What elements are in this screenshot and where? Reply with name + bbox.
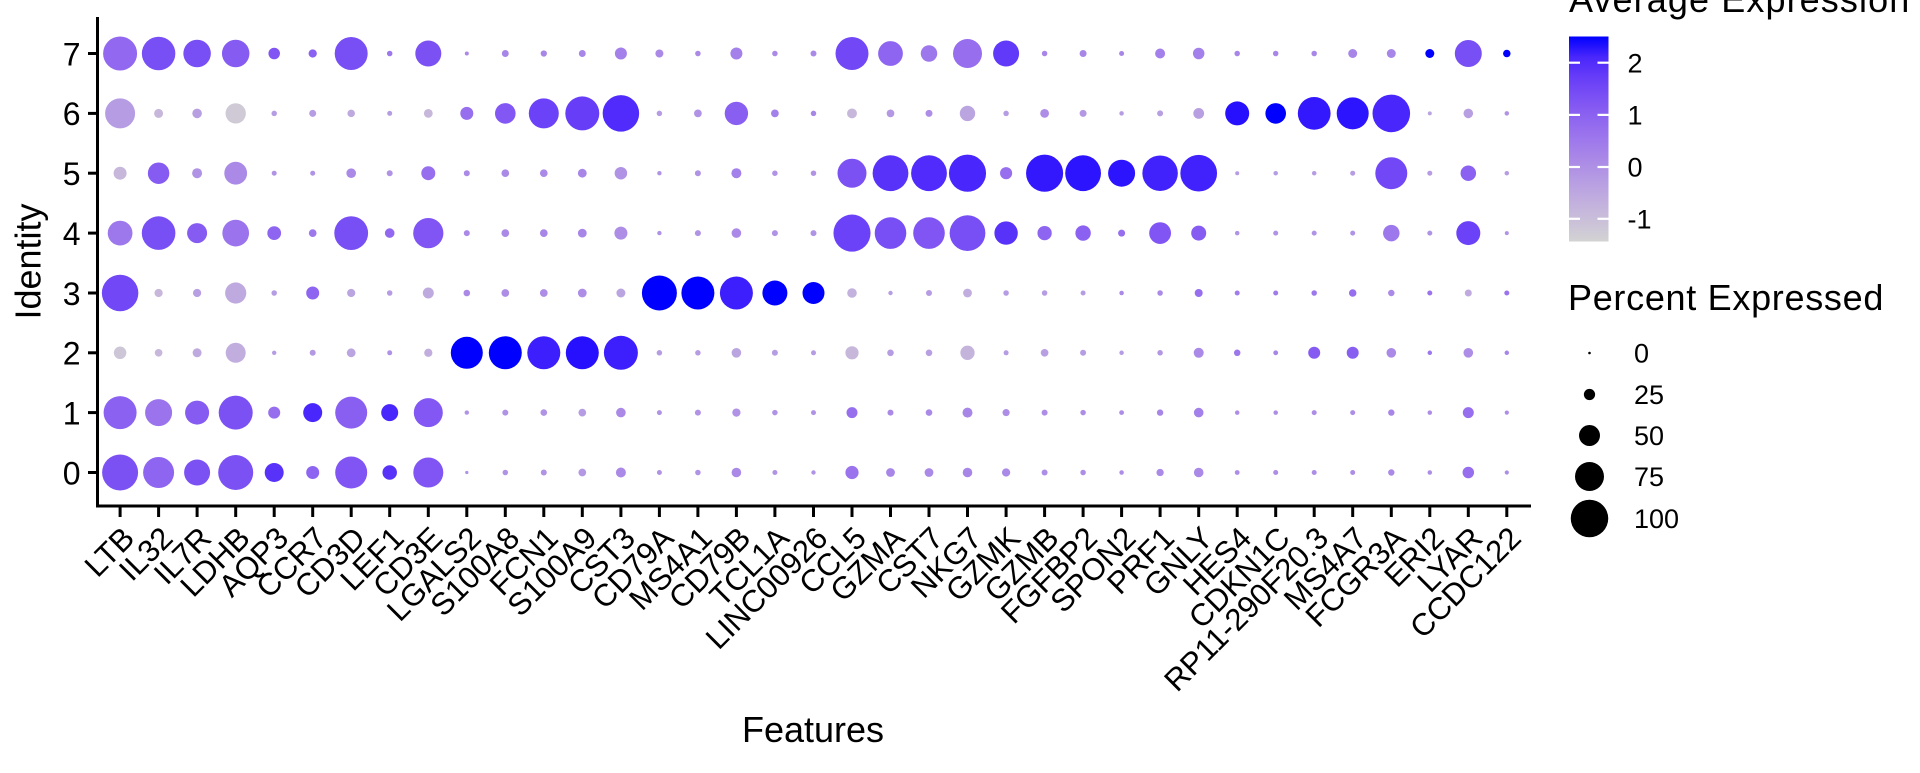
svg-text:7: 7 [63,36,81,72]
svg-text:100: 100 [1634,504,1679,534]
svg-text:2: 2 [1628,48,1643,78]
svg-text:0: 0 [63,455,81,491]
svg-text:0: 0 [1634,339,1649,369]
svg-text:Identity: Identity [8,203,49,319]
svg-text:3: 3 [63,276,81,312]
svg-text:Average Expression: Average Expression [1569,0,1910,20]
svg-text:Percent Expressed: Percent Expressed [1568,277,1884,318]
svg-text:1: 1 [63,395,81,431]
svg-text:6: 6 [63,96,81,132]
svg-text:-1: -1 [1628,205,1652,235]
svg-text:5: 5 [63,156,81,192]
svg-text:1: 1 [1628,101,1643,131]
svg-text:0: 0 [1628,153,1643,183]
svg-text:Features: Features [742,709,884,750]
svg-text:2: 2 [63,336,81,372]
svg-text:50: 50 [1634,421,1664,451]
svg-text:4: 4 [63,216,81,252]
svg-text:25: 25 [1634,380,1664,410]
svg-text:75: 75 [1634,462,1664,492]
